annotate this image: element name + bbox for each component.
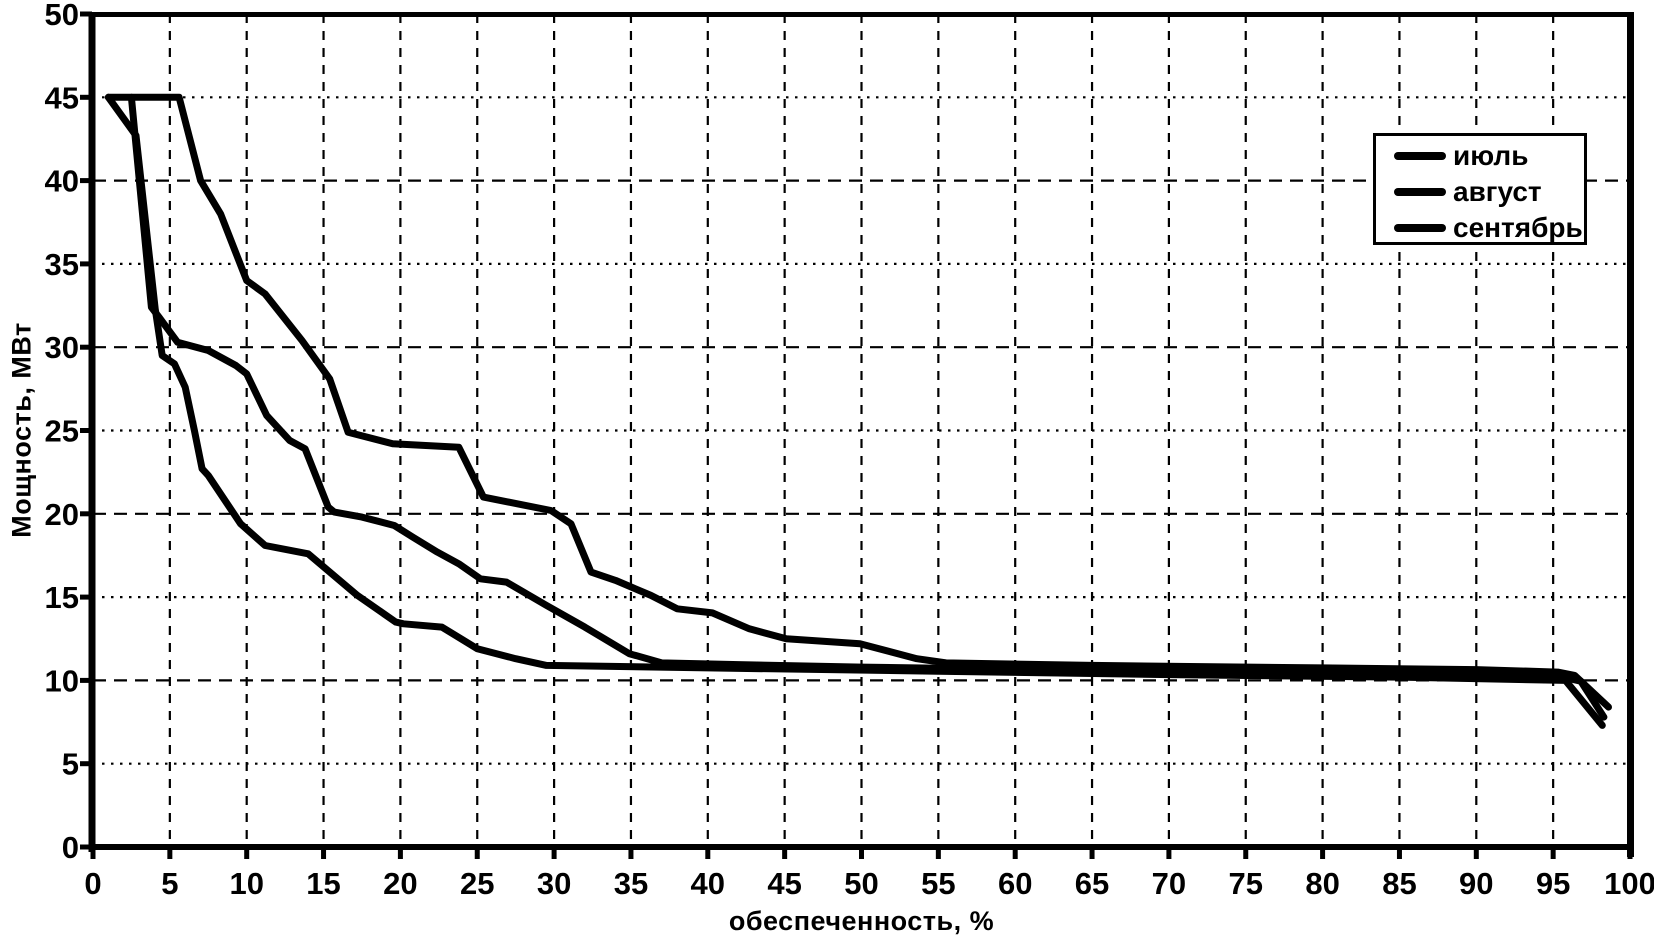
legend: июль август сентябрь [1373, 133, 1587, 245]
y-tick-5 [80, 761, 92, 767]
tick-layer [80, 11, 1633, 859]
x-tick-label-20: 20 [383, 866, 417, 901]
x-tick-label-45: 45 [767, 866, 801, 901]
x-tick-70 [1166, 847, 1172, 859]
y-tick-label-5: 5 [62, 747, 79, 782]
x-tick-25 [474, 847, 480, 859]
x-tick-label-25: 25 [460, 866, 494, 901]
x-tick-0 [90, 847, 96, 859]
x-tick-label-80: 80 [1305, 866, 1339, 901]
y-tick-label-50: 50 [45, 0, 79, 32]
x-tick-15 [321, 847, 327, 859]
x-tick-75 [1243, 847, 1249, 859]
x-tick-label-90: 90 [1459, 866, 1493, 901]
x-tick-label-35: 35 [614, 866, 648, 901]
x-tick-label-5: 5 [161, 866, 178, 901]
x-tick-label-40: 40 [691, 866, 725, 901]
y-tick-label-25: 25 [45, 414, 79, 449]
legend-line-july-icon [1394, 152, 1446, 160]
x-tick-35 [628, 847, 634, 859]
y-tick-45 [80, 94, 92, 100]
x-axis-title: обеспеченность, % [728, 906, 995, 936]
x-tick-90 [1473, 847, 1479, 859]
curve-september [104, 93, 1606, 729]
curve-layer [104, 93, 1612, 729]
legend-item-july: июль [1394, 138, 1584, 174]
x-tick-label-0: 0 [84, 866, 101, 901]
y-tick-label-20: 20 [45, 497, 79, 532]
x-tick-10 [244, 847, 250, 859]
x-tick-55 [935, 847, 941, 859]
x-tick-65 [1089, 847, 1095, 859]
x-tick-label-10: 10 [229, 866, 263, 901]
y-tick-label-10: 10 [45, 663, 79, 698]
y-tick-label-45: 45 [45, 80, 79, 115]
x-tick-label-55: 55 [921, 866, 955, 901]
x-tick-80 [1320, 847, 1326, 859]
y-tick-10 [80, 677, 92, 683]
x-tick-60 [1012, 847, 1018, 859]
legend-item-august: август [1394, 174, 1584, 210]
x-tick-95 [1550, 847, 1556, 859]
x-tick-45 [782, 847, 788, 859]
x-tick-label-70: 70 [1152, 866, 1186, 901]
x-tick-40 [705, 847, 711, 859]
legend-line-september-icon [1394, 224, 1446, 232]
legend-item-september: сентябрь [1394, 210, 1584, 246]
y-axis-title: Мощность, МВт [6, 322, 37, 538]
x-tick-label-60: 60 [998, 866, 1032, 901]
y-tick-50 [80, 11, 92, 17]
x-tick-label-50: 50 [844, 866, 878, 901]
x-tick-label-30: 30 [537, 866, 571, 901]
y-tick-label-35: 35 [45, 247, 79, 282]
tick-label-layer: 0 5 10 15 20 25 30 35 40 45 50 55 60 65 70 75 80 85 90 95 10… [45, 0, 1654, 901]
x-tick-85 [1396, 847, 1402, 859]
y-tick-0 [80, 844, 92, 850]
y-tick-label-30: 30 [45, 330, 79, 365]
x-tick-label-85: 85 [1382, 866, 1416, 901]
plot-right-border [1627, 12, 1634, 857]
x-tick-50 [859, 847, 864, 859]
x-tick-label-95: 95 [1536, 866, 1570, 901]
x-tick-label-75: 75 [1229, 866, 1263, 901]
legend-line-august-icon [1394, 188, 1446, 196]
x-tick-label-65: 65 [1075, 866, 1109, 901]
plot-top-border [88, 12, 1634, 17]
y-tick-15 [80, 594, 92, 600]
x-tick-20 [397, 847, 403, 859]
x-tick-100 [1627, 847, 1633, 859]
x-tick-30 [551, 847, 557, 859]
x-tick-label-100: 100 [1604, 866, 1654, 901]
curve-july [104, 93, 1612, 711]
y-tick-25 [80, 428, 92, 433]
y-tick-30 [80, 344, 92, 350]
y-tick-label-40: 40 [45, 164, 79, 199]
legend-label-september: сентябрь [1453, 212, 1583, 243]
y-tick-20 [80, 511, 92, 517]
y-tick-label-15: 15 [45, 580, 79, 615]
y-tick-40 [80, 178, 92, 184]
legend-label-july: июль [1453, 140, 1529, 171]
x-tick-label-15: 15 [306, 866, 340, 901]
x-tick-5 [167, 847, 173, 859]
legend-label-august: август [1453, 176, 1542, 207]
y-tick-label-0: 0 [62, 830, 79, 865]
y-tick-35 [80, 261, 92, 267]
